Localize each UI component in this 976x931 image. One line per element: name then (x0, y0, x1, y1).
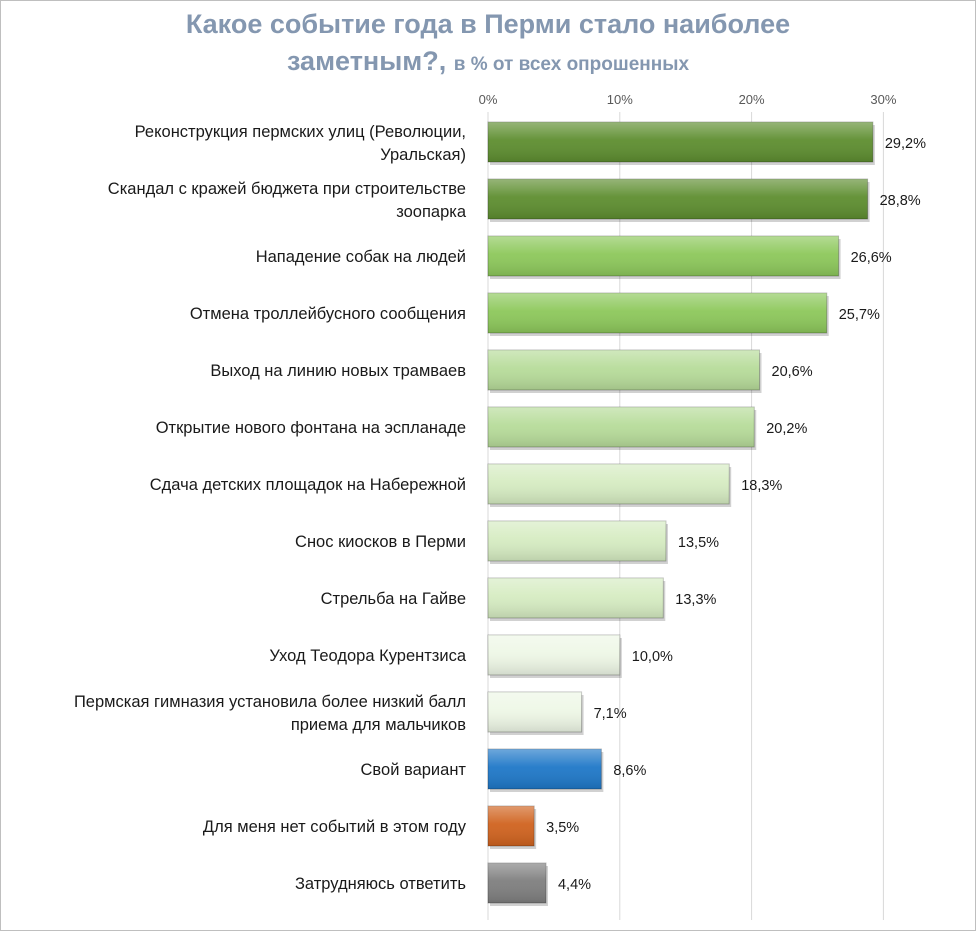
chart-subtitle: в % от всех опрошенных (453, 54, 690, 75)
x-tick-label: 10% (607, 92, 633, 107)
bar-highlight (488, 293, 827, 333)
title-line-1: Какое событие года в Перми стало наиболе… (185, 9, 791, 39)
category-label: Стрельба на Гайве (321, 590, 466, 608)
bar-highlight (488, 749, 602, 789)
category-label: приема для мальчиков (291, 716, 466, 734)
value-label: 25,7% (839, 307, 880, 323)
value-label: 26,6% (851, 250, 892, 266)
value-label: 10,0% (632, 649, 673, 665)
value-label: 28,8% (880, 193, 921, 209)
category-label: Отмена троллейбусного сообщения (190, 305, 466, 323)
value-label: 29,2% (885, 136, 926, 152)
title-line-2-main: заметным?, (286, 46, 447, 76)
category-labels: Реконструкция пермских улиц (Революции, У… (74, 123, 467, 893)
category-label: Уход Теодора Курентзиса (269, 647, 466, 665)
value-label: 8,6% (613, 763, 646, 779)
value-label: 3,5% (546, 820, 579, 836)
bars (487, 121, 875, 906)
bar-highlight (488, 578, 664, 618)
x-tick-label: 0% (479, 92, 498, 107)
bar-highlight (488, 692, 582, 732)
gridlines (487, 112, 884, 920)
x-tick-label: 30% (870, 92, 896, 107)
bar-highlight (488, 521, 666, 561)
category-label: Выход на линию новых трамваев (210, 362, 466, 380)
category-label: Для меня нет событий в этом году (203, 818, 467, 836)
value-label: 4,4% (558, 877, 591, 893)
category-label: Сдача детских площадок на Набережной (150, 476, 466, 494)
bar-highlight (488, 407, 755, 447)
value-labels: 29,2% 28,8% 26,6% 25,7% 20,6% 20,2% 18,3% 13,5%… (546, 136, 926, 893)
category-label: Снос киосков в Перми (295, 533, 466, 551)
value-label: 20,2% (766, 421, 807, 437)
category-label: Реконструкция пермских улиц (Революции, (135, 123, 466, 141)
value-label: 20,6% (772, 364, 813, 380)
category-label: Свой вариант (361, 761, 467, 779)
bar-highlight (488, 863, 546, 903)
bar-highlight (488, 236, 839, 276)
value-label: 18,3% (741, 478, 782, 494)
title-line-2: заметным?, в % от всех опрошенных (0, 43, 976, 83)
value-label: 7,1% (594, 706, 627, 722)
value-label: 13,5% (678, 535, 719, 551)
category-label: Скандал с кражей бюджета при строительст… (108, 180, 466, 198)
bar-highlight (488, 350, 760, 390)
bar-highlight (488, 464, 730, 504)
category-label: зоопарка (396, 203, 467, 221)
bar-highlight (488, 179, 868, 219)
chart-title: Какое событие года в Перми стало наиболе… (0, 6, 976, 83)
bar-highlight (488, 806, 535, 846)
value-label: 13,3% (675, 592, 716, 608)
x-tick-label: 20% (739, 92, 765, 107)
bar-highlight (488, 635, 620, 675)
bar-highlight (488, 122, 873, 162)
category-label: Затрудняюсь ответить (295, 875, 466, 893)
category-label: Уральская) (380, 146, 466, 164)
category-label: Пермская гимназия установила более низки… (74, 693, 466, 711)
category-label: Открытие нового фонтана на эспланаде (156, 419, 466, 437)
category-label: Нападение собак на людей (256, 248, 466, 266)
x-axis-ticks: 0% 10% 20% 30% (479, 92, 897, 107)
